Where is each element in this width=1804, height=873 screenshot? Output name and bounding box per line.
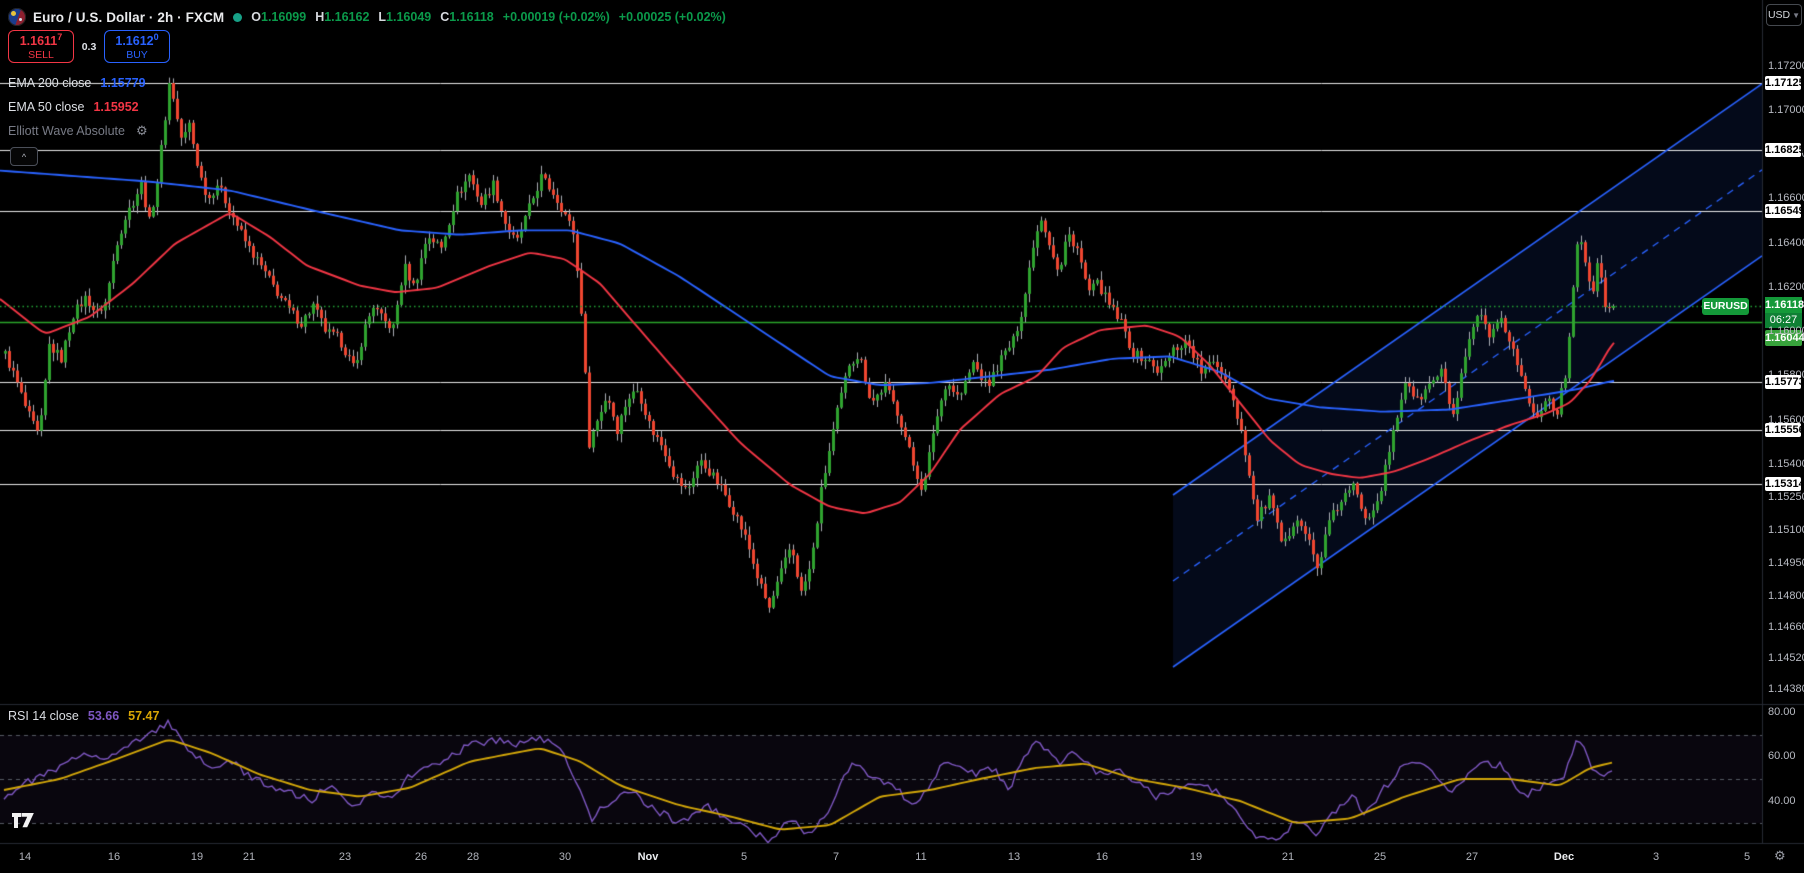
change-value-2: +0.00025 (+0.02%): [618, 10, 726, 24]
price-axis[interactable]: USD ▼ 1.16118 06:27 1.16044 1.17200 1.1700…: [1763, 0, 1804, 843]
price-tick: 1.14380: [1768, 683, 1804, 695]
price-tick: 1.16200: [1768, 281, 1804, 293]
time-axis[interactable]: 14 16 19 21 23 26 28 30 Nov 5 7 11 13 16 19 21 25 27 Dec 3 5: [0, 843, 1804, 873]
legend-ema50[interactable]: EMA 50 close 1.15952: [8, 100, 139, 114]
ohlc-values: O1.16099 H1.16162 L1.16049 C1.16118 +0.0…: [251, 10, 726, 24]
rsi-value: 53.66: [87, 709, 120, 723]
time-tick: Dec: [1553, 851, 1575, 863]
last-price-label: 1.16118 06:27: [1765, 297, 1804, 328]
time-tick: 16: [107, 851, 121, 863]
time-tick: 19: [190, 851, 204, 863]
price-tick: 1.14950: [1768, 557, 1804, 569]
price-tick: 1.16600: [1768, 192, 1804, 204]
price-tick: 1.14660: [1768, 621, 1804, 633]
symbol-header: Euro / U.S. Dollar · 2h · FXCM O1.16099 …: [8, 7, 726, 27]
time-tick: 5: [1743, 851, 1751, 863]
price-tick: 1.17000: [1768, 104, 1804, 116]
market-status-icon[interactable]: [233, 12, 243, 22]
price-line-symbol-tag: EURUSD: [1702, 298, 1749, 315]
level-price-label: 1.15556: [1765, 423, 1804, 437]
legend-rsi[interactable]: RSI 14 close 53.66 57.47: [8, 709, 160, 723]
time-tick: 13: [1007, 851, 1021, 863]
eurusd-pair-icon: [8, 8, 26, 26]
level-price-label: 1.15314: [1765, 477, 1804, 491]
legend-elliott-wave[interactable]: Elliott Wave Absolute ⚙: [8, 123, 148, 138]
time-tick: 11: [915, 851, 927, 863]
tradingview-logo[interactable]: [12, 812, 36, 829]
price-tick: 80.00: [1768, 706, 1796, 718]
price-tick: 1.15100: [1768, 524, 1804, 536]
settings-gear-icon[interactable]: ⚙: [135, 123, 148, 138]
time-tick: 14: [18, 851, 32, 863]
spread-value: 0.3: [81, 40, 97, 53]
price-tick: 1.16400: [1768, 237, 1804, 249]
price-tick: 1.14520: [1768, 652, 1804, 664]
time-tick: 27: [1465, 851, 1479, 863]
time-tick: 5: [740, 851, 748, 863]
time-tick: 26: [414, 851, 428, 863]
currency-unit-button[interactable]: USD ▼: [1766, 4, 1802, 26]
axis-settings-gear-icon[interactable]: ⚙: [1774, 848, 1786, 863]
price-tick: 1.17200: [1768, 60, 1804, 72]
time-tick: 3: [1652, 851, 1660, 863]
trade-widget: 1.16117 SELL 0.3 1.16120 BUY: [8, 30, 170, 63]
time-tick: 30: [558, 851, 572, 863]
time-tick: 19: [1189, 851, 1203, 863]
time-tick: 21: [242, 851, 256, 863]
level-price-label: 1.16825: [1765, 143, 1804, 157]
level-price-label: 1.16549: [1765, 204, 1804, 218]
time-tick: 7: [832, 851, 840, 863]
high-value: 1.16162: [324, 10, 370, 24]
time-tick: 21: [1281, 851, 1295, 863]
bar-countdown: 06:27: [1765, 313, 1802, 328]
time-tick: 16: [1095, 851, 1109, 863]
sell-button[interactable]: 1.16117 SELL: [8, 30, 74, 63]
low-value: 1.16049: [386, 10, 432, 24]
collapse-legend-button[interactable]: ^: [10, 147, 38, 166]
time-tick: Nov: [637, 851, 659, 863]
buy-button[interactable]: 1.16120 BUY: [104, 30, 170, 63]
legend-ema200[interactable]: EMA 200 close 1.15779: [8, 76, 146, 90]
rsi-ma-value: 57.47: [128, 709, 160, 723]
level-price-label: 1.15773: [1765, 375, 1804, 389]
symbol-title[interactable]: Euro / U.S. Dollar · 2h · FXCM: [33, 9, 225, 25]
open-value: 1.16099: [261, 10, 307, 24]
price-tick: 1.16000: [1768, 325, 1804, 337]
price-tick: 60.00: [1768, 750, 1796, 762]
ema50-value: 1.15952: [93, 100, 139, 114]
price-tick: 1.15250: [1768, 491, 1804, 503]
level-price-label: 1.17125: [1765, 76, 1804, 90]
change-value: +0.00019 (+0.02%): [502, 10, 610, 24]
price-tick: 40.00: [1768, 795, 1796, 807]
time-tick: 25: [1373, 851, 1387, 863]
price-tick: 1.14800: [1768, 590, 1804, 602]
time-tick: 28: [466, 851, 480, 863]
ema200-value: 1.15779: [100, 76, 146, 90]
alert-price-label: 1.16044: [1765, 330, 1804, 346]
chevron-down-icon: ▼: [1792, 10, 1801, 20]
time-tick: 23: [338, 851, 352, 863]
close-value: 1.16118: [449, 10, 494, 24]
price-tick: 1.15400: [1768, 458, 1804, 470]
